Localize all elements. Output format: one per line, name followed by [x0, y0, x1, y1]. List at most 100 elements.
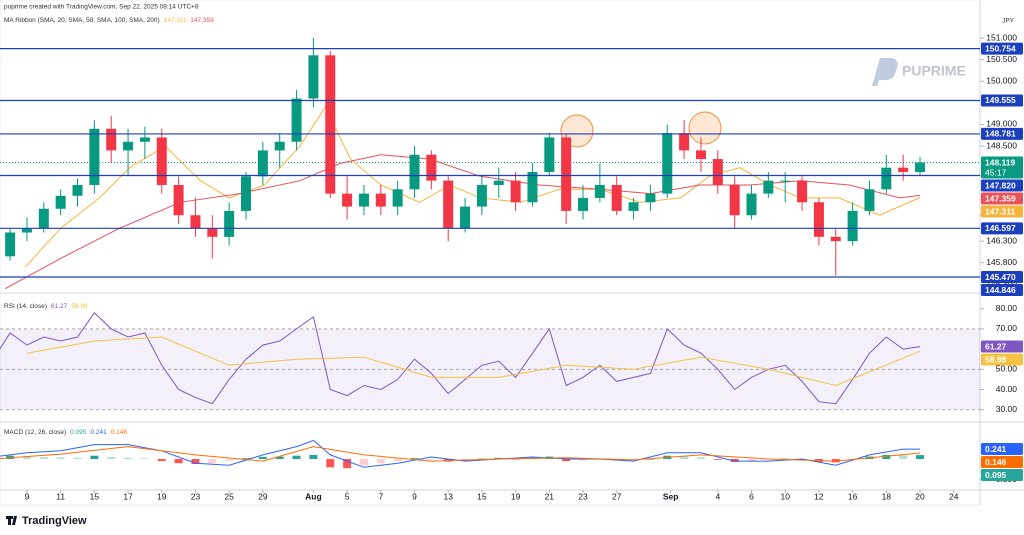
candle-body [224, 210, 235, 237]
price-tag-label: 58.98 [985, 354, 1007, 364]
x-tick-label: Aug [305, 491, 322, 501]
price-tag [981, 456, 1023, 469]
price-tag [981, 443, 1023, 456]
watermark-logo [872, 58, 898, 86]
x-tick-label: 16 [848, 491, 858, 501]
candle-body [645, 193, 656, 203]
footer-icon [6, 516, 17, 525]
price-tag [981, 353, 1023, 366]
macd-histogram-bar [899, 455, 908, 460]
macd-histogram-bar [73, 457, 82, 460]
candle-body [21, 228, 32, 233]
countdown: 45:17 [985, 167, 1007, 177]
x-tick-label: 6 [749, 491, 754, 501]
candle-body [426, 154, 437, 181]
candle-body [763, 180, 774, 194]
price-tag-label: 145.470 [985, 272, 1016, 282]
macd-histogram-bar [56, 457, 65, 460]
macd-histogram-bar [22, 456, 31, 460]
macd-histogram-bar [275, 456, 284, 460]
plot-frame [0, 0, 981, 506]
pane-title: RSI (14, close) [4, 303, 47, 310]
price-tag [981, 94, 1023, 107]
candle-body [780, 180, 791, 182]
price-tag-label: 147.820 [985, 180, 1016, 190]
macd-histogram-bar [882, 454, 891, 460]
pane-legend: MACD (12, 26, close) 0.095 0.241 0.146 [4, 429, 127, 436]
y-tick-label: 50.00 [996, 364, 1018, 374]
price-tag [981, 340, 1023, 353]
candle-body [813, 202, 824, 237]
x-tick-label: 23 [191, 491, 201, 501]
candle-body [89, 128, 100, 185]
macd-histogram-bar [258, 456, 267, 460]
pane [0, 312, 980, 411]
candle-body [274, 141, 285, 151]
x-tick-label: 7 [378, 491, 383, 501]
candle-body [375, 193, 386, 207]
legend-value: 147.311 [164, 17, 187, 24]
candle-body [561, 137, 572, 211]
candle-body [679, 133, 690, 151]
y-tick-label: 40.00 [996, 384, 1018, 394]
currency: JPY [1002, 18, 1015, 25]
footer-text: TradingView [22, 515, 87, 527]
macd-histogram-bar [562, 459, 571, 462]
highlight-circle [688, 111, 722, 145]
macd-histogram-bar [410, 458, 419, 460]
macd-histogram-bar [292, 455, 301, 460]
candle-body [594, 184, 605, 198]
macd-histogram-bar [713, 459, 722, 460]
candle-body [342, 193, 353, 207]
x-tick-label: 9 [412, 491, 417, 501]
candle-body [662, 133, 673, 194]
macd-histogram-bar [208, 459, 217, 464]
candle-body [123, 141, 134, 151]
candle-body [72, 184, 83, 196]
y-tick-label: 30.00 [996, 404, 1018, 414]
macd-histogram-bar [326, 459, 335, 468]
y-tick-label: 149.000 [986, 119, 1017, 129]
x-tick-label: 21 [545, 491, 555, 501]
price-tag [981, 179, 1023, 192]
price-tag [981, 42, 1023, 55]
macd-histogram-bar [376, 459, 385, 464]
y-tick-label: 70.00 [996, 323, 1018, 333]
legend-value: 61.27 [51, 303, 68, 310]
indicator-line [0, 312, 921, 405]
footer-logo: TradingView [6, 515, 87, 527]
price-tag [981, 127, 1023, 140]
price-tag-label: 147.311 [985, 206, 1016, 216]
macd-histogram-bar [191, 459, 200, 464]
candle-body [190, 215, 201, 229]
macd-histogram-bar [393, 459, 402, 462]
candle-body [139, 137, 150, 142]
price-tag-label: 147.359 [985, 193, 1016, 203]
candle-body [358, 193, 369, 207]
candle-body [257, 150, 268, 177]
macd-histogram-bar [157, 459, 166, 462]
candle-body [746, 193, 757, 216]
macd-histogram-bar [427, 459, 436, 460]
price-tag-label: 0.146 [985, 457, 1007, 467]
x-tick-label: Sep [663, 491, 679, 501]
x-tick-label: 5 [345, 491, 350, 501]
price-tag [981, 156, 1023, 179]
y-tick-label: 148.500 [986, 140, 1017, 150]
price-tag [981, 469, 1023, 482]
pane-title: MACD (12, 26, close) [4, 429, 66, 436]
candle-body [443, 180, 454, 229]
price-tag [981, 284, 1023, 297]
candle-body [578, 197, 589, 211]
candle-body [106, 128, 117, 151]
candle-body [510, 180, 521, 203]
price-tag-label: 0.241 [985, 444, 1007, 454]
candle-body [729, 184, 740, 216]
price-tag-label: 149.555 [985, 95, 1016, 105]
macd-histogram-bar [579, 459, 588, 461]
candle-body [241, 176, 252, 211]
macd-histogram-bar [747, 459, 756, 461]
x-tick-label: 19 [511, 491, 521, 501]
pane-title: MA Ribbon (SMA, 20, SMA, 50, SMA, 100, S… [4, 17, 160, 24]
